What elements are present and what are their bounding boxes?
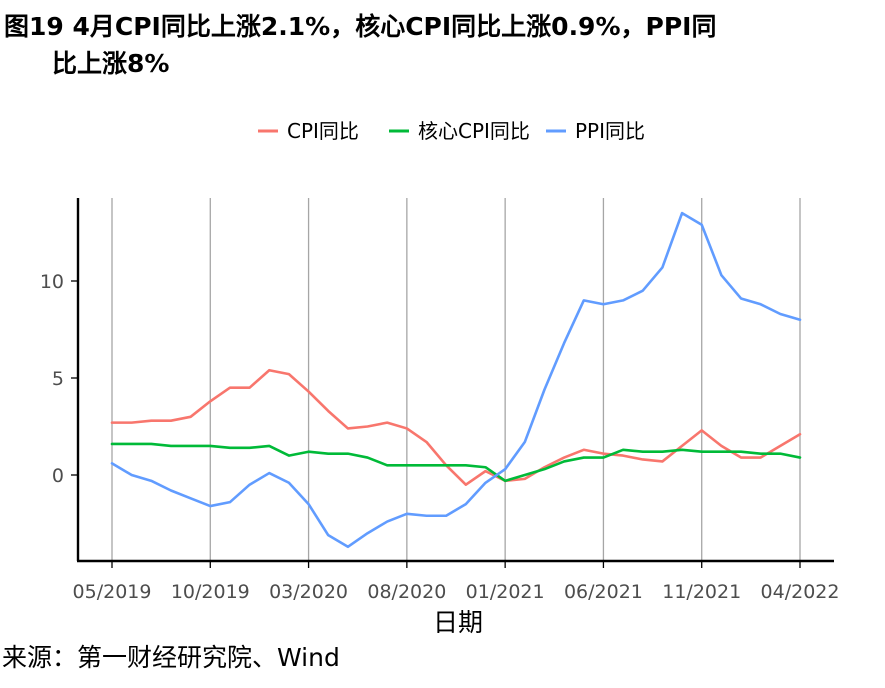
legend-entry: 核心CPI同比	[389, 119, 530, 143]
chart-axes	[76, 198, 834, 563]
legend-label: CPI同比	[287, 119, 359, 143]
chart-legend: CPI同比 核心CPI同比 PPI同比	[258, 119, 645, 143]
series-line-ppi	[110, 211, 802, 549]
chart-series	[110, 211, 802, 549]
x-tick-label: 10/2019	[171, 581, 250, 603]
series-line-cpi	[110, 368, 802, 486]
y-tick-label: 10	[40, 271, 64, 293]
x-tick-label: 04/2022	[761, 581, 840, 603]
legend-entry: PPI同比	[546, 119, 645, 143]
series-line-cpi	[110, 442, 802, 483]
x-tick-label: 01/2021	[466, 581, 545, 603]
figure-title-line2: 比上涨8%	[52, 49, 170, 78]
x-tick-label: 11/2021	[662, 581, 741, 603]
y-tick-label: 5	[52, 368, 64, 390]
x-tick-label: 08/2020	[367, 581, 446, 603]
chart-gridlines	[111, 198, 801, 561]
legend-entry: CPI同比	[258, 119, 359, 143]
x-tick-label: 03/2020	[269, 581, 348, 603]
y-axis-ticks: 0 5 10	[40, 271, 78, 487]
x-axis-title: 日期	[433, 608, 483, 637]
x-axis-ticks: 05/2019 10/2019 03/2020 08/2020 01/2021 06/20…	[73, 561, 840, 603]
x-tick-label: 06/2021	[564, 581, 643, 603]
legend-label: 核心CPI同比	[418, 119, 530, 143]
legend-label: PPI同比	[575, 119, 645, 143]
figure-title-line1: 图19 4月CPI同比上涨2.1%，核心CPI同比上涨0.9%，PPI同	[4, 12, 717, 41]
source-note: 来源：第一财经研究院、Wind	[2, 643, 340, 672]
x-tick-label: 05/2019	[73, 581, 152, 603]
figure-title: 图19 4月CPI同比上涨2.1%，核心CPI同比上涨0.9%，PPI同 比上涨…	[4, 8, 874, 82]
y-tick-label: 0	[52, 465, 64, 487]
